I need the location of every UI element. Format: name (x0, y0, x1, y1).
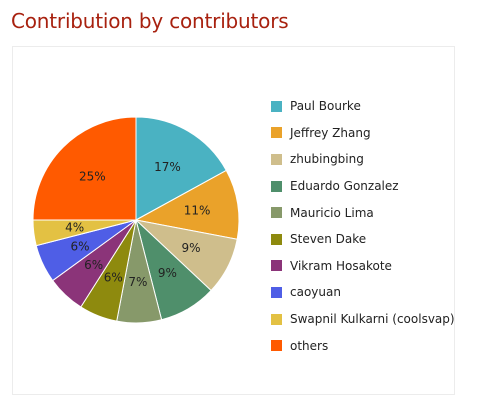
legend-swatch (271, 127, 282, 139)
pie-slices (32, 116, 240, 324)
legend-item[interactable]: Mauricio Lima (271, 199, 455, 226)
chart-legend: Paul Bourke Jeffrey Zhang zhubingbing Eduar… (271, 93, 455, 359)
legend-item[interactable]: Steven Dake (271, 226, 455, 253)
chart-title: Contribution by contributors (11, 9, 289, 33)
legend-item[interactable]: others (271, 332, 455, 359)
legend-label: Jeffrey Zhang (290, 125, 371, 140)
legend-swatch (271, 180, 282, 192)
slice-percent-label: 6% (71, 239, 90, 253)
slice-percent-label: 7% (128, 275, 147, 289)
legend-item[interactable]: zhubingbing (271, 146, 455, 173)
legend-swatch (271, 286, 282, 298)
pie-labels: 17%11%9%9%7%6%6%6%4%25% (65, 160, 210, 289)
legend-item[interactable]: Eduardo Gonzalez (271, 173, 455, 200)
legend-swatch (271, 207, 282, 219)
legend-label: Swapnil Kulkarni (coolsvap) (290, 312, 455, 327)
pie-slice-0[interactable] (135, 116, 227, 221)
legend-swatch (271, 340, 282, 352)
legend-swatch (271, 313, 282, 325)
slice-percent-label: 11% (184, 203, 211, 217)
legend-item[interactable]: Paul Bourke (271, 93, 455, 120)
pie-slice-9[interactable] (32, 116, 137, 221)
slice-percent-label: 9% (182, 241, 201, 255)
legend-label: zhubingbing (290, 152, 364, 167)
legend-label: others (290, 338, 329, 353)
legend-label: Paul Bourke (290, 99, 361, 114)
legend-label: Mauricio Lima (290, 205, 374, 220)
legend-item[interactable]: Jeffrey Zhang (271, 120, 455, 147)
slice-percent-label: 6% (84, 258, 103, 272)
legend-label: caoyuan (290, 285, 341, 300)
slice-percent-label: 6% (104, 270, 123, 284)
legend-swatch (271, 153, 282, 165)
legend-label: Steven Dake (290, 232, 367, 247)
legend-item[interactable]: caoyuan (271, 279, 455, 306)
slice-percent-label: 9% (158, 266, 177, 280)
legend-item[interactable]: Swapnil Kulkarni (coolsvap) (271, 306, 455, 333)
legend-swatch (271, 260, 282, 272)
legend-item[interactable]: Vikram Hosakote (271, 253, 455, 280)
slice-percent-label: 25% (79, 169, 106, 183)
legend-swatch (271, 233, 282, 245)
slice-percent-label: 4% (65, 221, 84, 235)
legend-label: Vikram Hosakote (290, 258, 392, 273)
legend-swatch (271, 100, 282, 112)
legend-label: Eduardo Gonzalez (290, 179, 399, 194)
pie-slice-1[interactable] (134, 169, 240, 240)
slice-percent-label: 17% (154, 160, 181, 174)
